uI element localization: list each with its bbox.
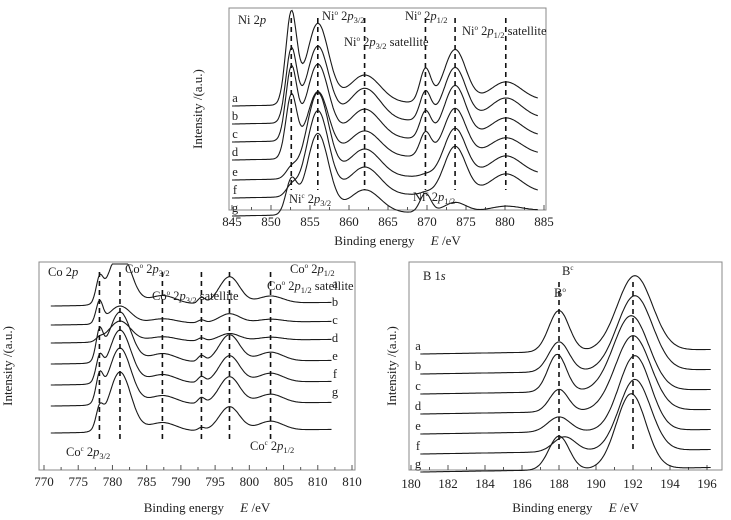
spectrum-curve-d [232,91,538,161]
x-tick-label: 190 [586,476,606,491]
x-tick-label: 855 [300,214,320,229]
series-label: g [232,201,239,215]
series-label: g [332,385,339,399]
x-tick-label: 770 [34,474,54,489]
series-label: e [232,165,238,179]
x-tick-label: 885 [534,214,554,229]
series-label: c [415,379,421,393]
spectrum-curve-f [420,378,711,455]
x-tick-label: 870 [417,214,437,229]
series-label: e [332,349,338,363]
series-label: d [332,331,339,345]
spectrum-curve-g [232,132,538,217]
spectrum-curve-d [50,311,332,365]
spectrum-curve-f [50,347,332,407]
panel-title: B 1s [423,269,446,283]
panel-title: Ni 2p [238,13,266,27]
x-tick-label: 860 [339,214,359,229]
panel-title: Co 2p [48,265,78,279]
peak-annotation: Nic 2p1/2 [413,190,455,206]
plot-frame [38,261,356,471]
x-tick-label: 180 [401,476,421,491]
x-tick-label: 186 [512,476,532,491]
spectrum-curve-a [50,263,332,307]
x-axis-label: Binding energy E /eV [512,500,639,515]
x-tick-label: 795 [205,474,225,489]
spectrum-curve-d [420,335,711,415]
y-axis-label: Intensity /(a.u.) [0,326,15,406]
spectrum-curve-c [232,63,538,143]
peak-annotation: Nio 2p1/2 satellite [462,24,547,40]
peak-annotation: Coo 2p1/2 satellite [267,279,354,295]
x-tick-label: 196 [697,476,717,491]
spectrum-curve-a [420,275,711,355]
peak-annotation: Coc 2p3/2 [66,445,110,461]
peak-annotation: Bo [554,286,566,300]
x-tick-label: 800 [240,474,260,489]
panel-b: 180 182 184 186 188 190 192 194 196 Binding energ… [384,261,723,515]
y-axis-label: Intensity /(a.u.) [384,326,399,406]
series-label: b [415,359,421,373]
series-label: b [332,295,338,309]
spectrum-curve-c [420,315,711,395]
x-tick-label: 182 [438,476,458,491]
x-tick-label: 780 [103,474,123,489]
peak-annotation: Coo 2p3/2 satellite [152,289,239,305]
spectrum-curve-b [50,299,332,326]
series-label: e [415,419,421,433]
series-label: g [415,457,422,471]
peak-annotation: Coo 2p1/2 [290,262,335,278]
spectrum-curve-e [420,355,711,435]
series-label: d [232,145,239,159]
series-label: c [332,313,338,327]
series-label: b [232,109,238,123]
x-tick-label: 184 [475,476,495,491]
x-axis-label: Binding energy E /eV [144,500,271,515]
x-axis-label: Binding energy E /eV [334,233,461,248]
panel-ni: 845 850 855 860 865 870 875 880 885 Binding energ… [190,7,554,248]
x-tick-label: 790 [171,474,191,489]
y-axis-label: Intensity /(a.u.) [190,69,205,149]
series-label: a [232,91,238,105]
series-label: a [415,339,421,353]
spectrum-curve-a [232,9,538,107]
x-tick-label: 194 [660,476,680,491]
panel-co: 770 775 780 785 790 795 800 805 810 810 Binding en… [0,261,362,515]
x-tick-label: 850 [261,214,281,229]
x-tick-label: 865 [378,214,398,229]
x-tick-label: 785 [137,474,157,489]
x-tick-label: 810 [308,474,328,489]
peak-annotation: Bc [562,264,573,278]
series-label: d [415,399,422,413]
peak-annotation: Coc 2p1/2 [250,439,294,455]
spectrum-curve-g [50,371,332,434]
series-label: c [232,127,238,141]
series-label: f [416,439,421,453]
spectrum-curve-b [420,295,711,375]
x-tick-label: 880 [495,214,515,229]
x-tick-label: 810 [342,474,362,489]
series-label: f [333,367,338,381]
plot-frame [408,261,723,471]
x-tick-label: 805 [274,474,294,489]
spectrum-curve-e [50,329,332,386]
peak-annotation: Nio 2p3/2 [322,9,365,25]
peak-annotation: Coo 2p3/2 [125,262,170,278]
spectrum-curve-g [420,393,711,473]
spectrum-curve-b [232,45,538,125]
x-tick-label: 188 [549,476,569,491]
spectrum-curve-c [50,320,332,344]
spectrum-curve-f [232,110,538,199]
peak-annotation: Nio 2p1/2 [405,9,448,25]
x-tick-label: 875 [456,214,476,229]
peak-annotation: Nic 2p3/2 [289,192,331,208]
peak-annotation: Nio 2p3/2 satellite [344,35,429,51]
series-label: f [233,183,238,197]
x-tick-label: 845 [222,214,242,229]
series-label: a [332,277,338,291]
spectrum-curve-e [232,92,538,181]
x-tick-label: 192 [623,476,643,491]
x-tick-label: 775 [68,474,88,489]
